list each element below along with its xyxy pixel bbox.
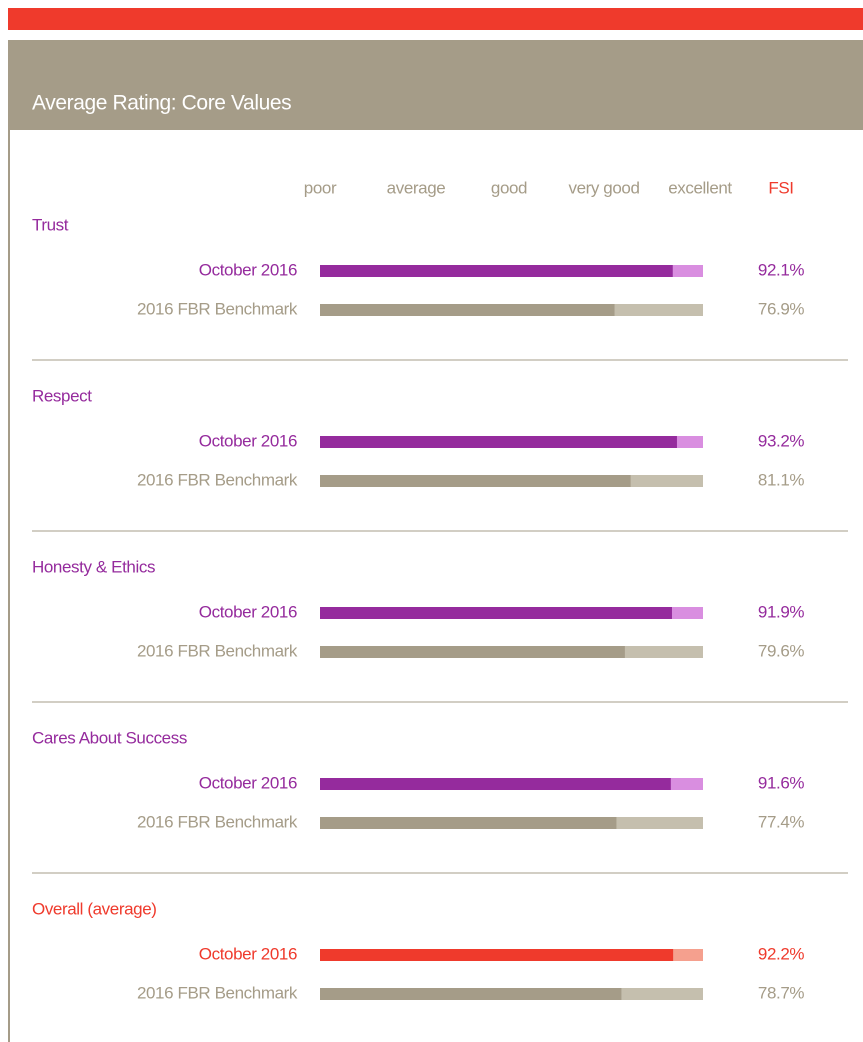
bar	[320, 817, 617, 829]
value-label: 79.6%	[758, 641, 804, 660]
category-label: Honesty & Ethics	[32, 557, 155, 576]
bar	[320, 436, 677, 448]
scale-label: excellent	[668, 178, 732, 197]
scale-label: good	[491, 178, 527, 197]
series-label: October 2016	[199, 944, 297, 963]
top-bar	[8, 8, 863, 30]
value-label: 76.9%	[758, 299, 804, 318]
series-label: 2016 FBR Benchmark	[137, 812, 298, 831]
bar	[320, 304, 615, 316]
value-label: 78.7%	[758, 983, 804, 1002]
left-border	[8, 130, 10, 1042]
chart-title: Average Rating: Core Values	[32, 92, 291, 115]
series-label: October 2016	[199, 773, 297, 792]
category-label: Overall (average)	[32, 899, 157, 918]
series-label: October 2016	[199, 602, 297, 621]
bar	[320, 949, 674, 961]
series-label: 2016 FBR Benchmark	[137, 983, 298, 1002]
scale-label: poor	[304, 178, 337, 197]
series-label: 2016 FBR Benchmark	[137, 299, 298, 318]
value-header: FSI	[768, 178, 793, 197]
scale-label: average	[387, 178, 446, 197]
bar	[320, 265, 673, 277]
series-label: October 2016	[199, 431, 297, 450]
value-label: 92.2%	[758, 944, 804, 963]
bar	[320, 475, 631, 487]
value-label: 93.2%	[758, 431, 804, 450]
header	[8, 40, 863, 130]
value-label: 92.1%	[758, 260, 804, 279]
value-label: 91.9%	[758, 602, 804, 621]
value-label: 81.1%	[758, 470, 804, 489]
series-label: 2016 FBR Benchmark	[137, 641, 298, 660]
value-label: 91.6%	[758, 773, 804, 792]
category-label: Respect	[32, 386, 92, 405]
series-label: 2016 FBR Benchmark	[137, 470, 298, 489]
bar	[320, 607, 672, 619]
category-label: Trust	[32, 215, 69, 234]
bar	[320, 988, 622, 1000]
value-label: 77.4%	[758, 812, 804, 831]
series-label: October 2016	[199, 260, 297, 279]
bar	[320, 646, 625, 658]
category-label: Cares About Success	[32, 728, 187, 747]
bar	[320, 778, 671, 790]
scale-label: very good	[568, 178, 639, 197]
